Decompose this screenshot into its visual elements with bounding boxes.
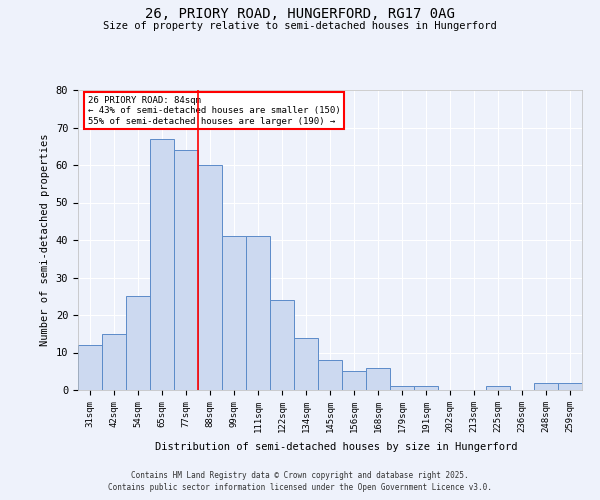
Text: Distribution of semi-detached houses by size in Hungerford: Distribution of semi-detached houses by …: [155, 442, 517, 452]
Bar: [534, 382, 558, 390]
Bar: [150, 138, 174, 390]
Bar: [102, 334, 126, 390]
Text: Size of property relative to semi-detached houses in Hungerford: Size of property relative to semi-detach…: [103, 21, 497, 31]
Bar: [366, 368, 390, 390]
Bar: [246, 236, 270, 390]
Text: Contains public sector information licensed under the Open Government Licence v3: Contains public sector information licen…: [108, 484, 492, 492]
Text: 26, PRIORY ROAD, HUNGERFORD, RG17 0AG: 26, PRIORY ROAD, HUNGERFORD, RG17 0AG: [145, 8, 455, 22]
Text: 26 PRIORY ROAD: 84sqm
← 43% of semi-detached houses are smaller (150)
55% of sem: 26 PRIORY ROAD: 84sqm ← 43% of semi-deta…: [88, 96, 341, 126]
Y-axis label: Number of semi-detached properties: Number of semi-detached properties: [40, 134, 50, 346]
Bar: [414, 386, 438, 390]
Bar: [486, 386, 510, 390]
Bar: [174, 150, 198, 390]
Text: Contains HM Land Registry data © Crown copyright and database right 2025.: Contains HM Land Registry data © Crown c…: [131, 471, 469, 480]
Bar: [126, 296, 150, 390]
Bar: [342, 371, 366, 390]
Bar: [318, 360, 342, 390]
Bar: [78, 345, 102, 390]
Bar: [294, 338, 318, 390]
Bar: [390, 386, 414, 390]
Bar: [270, 300, 294, 390]
Bar: [198, 165, 222, 390]
Bar: [558, 382, 582, 390]
Bar: [222, 236, 246, 390]
